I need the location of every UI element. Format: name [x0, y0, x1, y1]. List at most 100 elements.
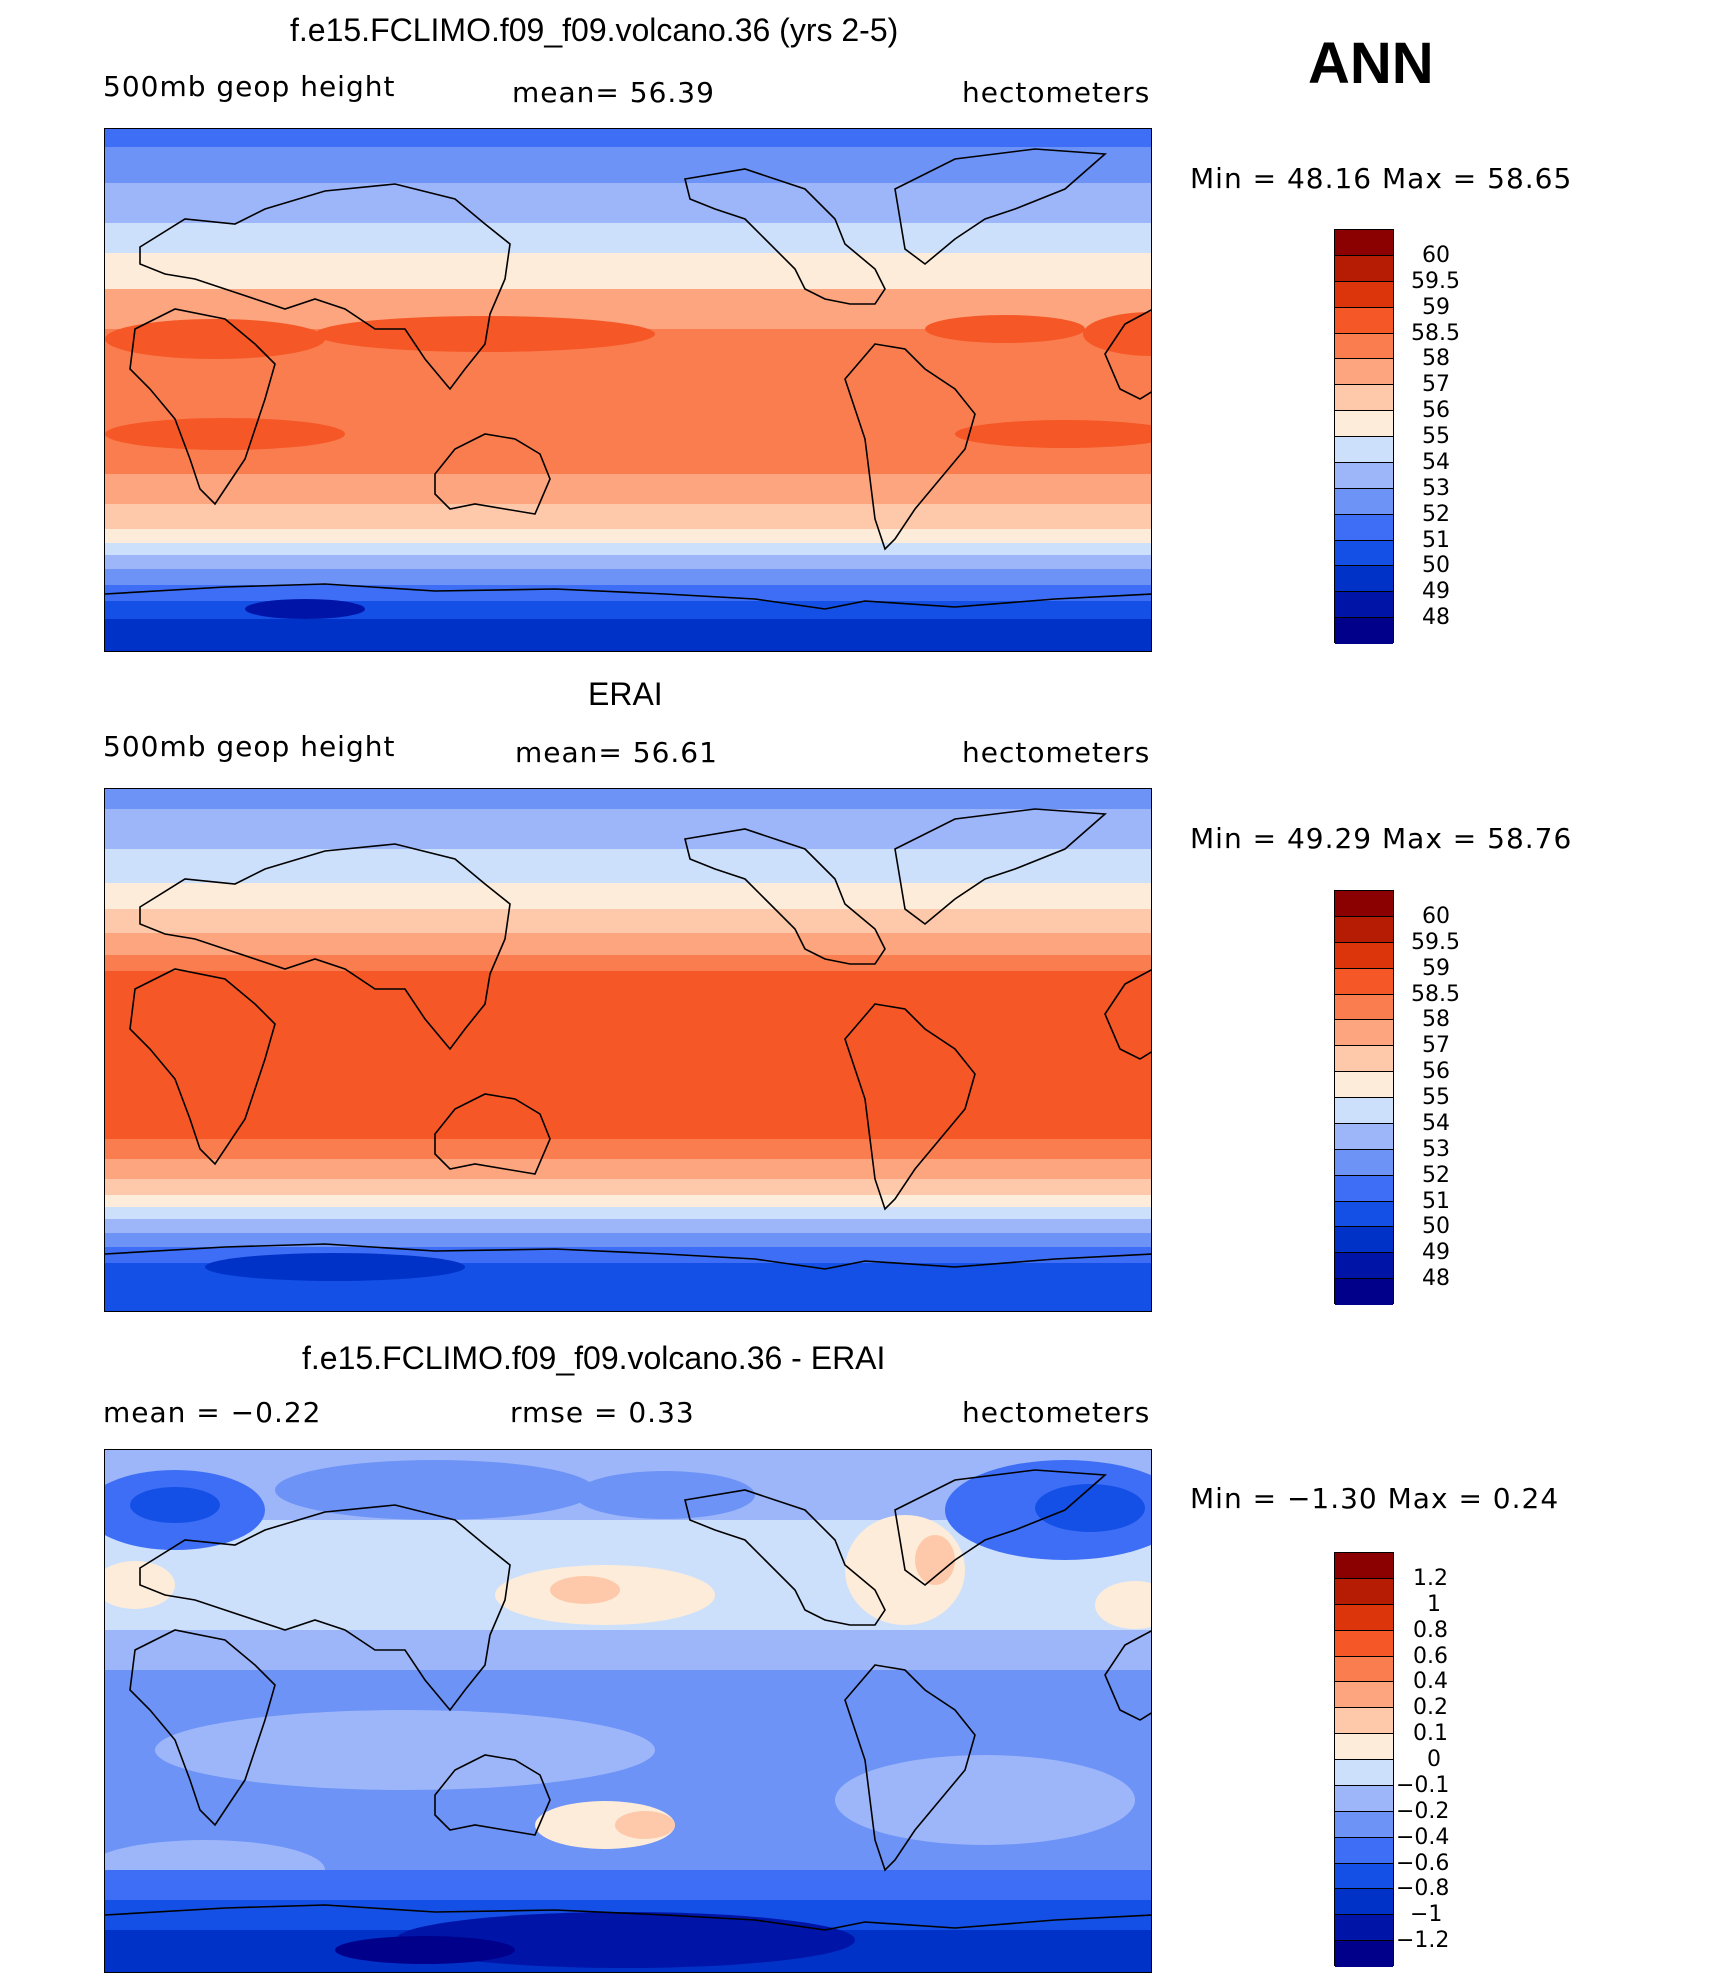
panel3-colorbar-label: 0.1	[1413, 1721, 1448, 1746]
panel2-colorbar-swatch	[1335, 1123, 1393, 1150]
panel1-colorbar-swatch	[1335, 385, 1393, 412]
panel1-variable-label: 500mb geop height	[103, 70, 396, 103]
panel2-colorbar-swatch	[1335, 968, 1393, 995]
panel1-colorbar-label: 51	[1422, 528, 1450, 553]
panel3-colorbar-swatch	[1335, 1941, 1393, 1967]
panel3-colorbar-swatch	[1335, 1630, 1393, 1657]
panel3-colorbar-label: −0.8	[1396, 1876, 1450, 1901]
panel2-title: ERAI	[588, 676, 663, 712]
panel3-colorbar-swatch	[1335, 1811, 1393, 1838]
panel2-colorbar-swatch	[1335, 1098, 1393, 1124]
panel1-colorbar-swatch	[1335, 618, 1393, 644]
panel1-colorbar-label: 57	[1422, 372, 1450, 397]
panel2-map	[104, 788, 1152, 1312]
panel1-colorbar-swatch	[1335, 333, 1393, 360]
panel1-colorbar-swatch	[1335, 230, 1393, 256]
panel2-colorbar-swatch	[1335, 1201, 1393, 1228]
panel2-colorbar-label: 54	[1422, 1111, 1450, 1136]
panel1-colorbar-label: 58.5	[1411, 321, 1460, 346]
panel1-colorbar-label: 60	[1422, 243, 1450, 268]
panel2-colorbar-label: 51	[1422, 1189, 1450, 1214]
panel1-title: f.e15.FCLIMO.f09_f09.volcano.36 (yrs 2-5…	[290, 12, 899, 48]
panel3-colorbar-swatch	[1335, 1682, 1393, 1709]
panel2-colorbar	[1334, 890, 1394, 1305]
panel3-colorbar-swatch	[1335, 1708, 1393, 1735]
panel2-colorbar-swatch	[1335, 1175, 1393, 1202]
panel3-colorbar-swatch	[1335, 1553, 1393, 1579]
panel3-colorbar-label: 0.6	[1413, 1644, 1448, 1669]
panel3-colorbar-swatch	[1335, 1656, 1393, 1683]
panel1-colorbar-label: 59.5	[1411, 269, 1460, 294]
panel3-colorbar	[1334, 1552, 1394, 1967]
panel1-colorbar-swatch	[1335, 255, 1393, 282]
panel2-colorbar-swatch	[1335, 1279, 1393, 1305]
panel2-colorbar-label: 52	[1422, 1163, 1450, 1188]
panel1-map	[104, 128, 1152, 652]
panel3-colorbar-label: −0.4	[1396, 1825, 1450, 1850]
panel2-colorbar-label: 60	[1422, 904, 1450, 929]
panel1-minmax-label: Min = 48.16 Max = 58.65	[1190, 162, 1573, 195]
panel1-units-label: hectometers	[962, 76, 1151, 109]
panel1-colorbar-swatch	[1335, 566, 1393, 593]
panel2-colorbar-label: 48	[1422, 1266, 1450, 1291]
panel2-colorbar-swatch	[1335, 1072, 1393, 1098]
panel1-colorbar-label: 55	[1422, 424, 1450, 449]
panel2-units-label: hectometers	[962, 736, 1151, 769]
panel3-colorbar-label: 1	[1427, 1592, 1441, 1617]
panel3-colorbar-label: 1.2	[1413, 1566, 1448, 1591]
panel3-colorbar-label: 0	[1427, 1747, 1441, 1772]
panel3-colorbar-label: 0.2	[1413, 1695, 1448, 1720]
panel3-colorbar-swatch	[1335, 1578, 1393, 1605]
panel2-variable-label: 500mb geop height	[103, 730, 396, 763]
panel1-colorbar-label: 59	[1422, 295, 1450, 320]
panel1-colorbar-label: 52	[1422, 502, 1450, 527]
panel2-colorbar-swatch	[1335, 1149, 1393, 1176]
panel2-minmax-label: Min = 49.29 Max = 58.76	[1190, 822, 1573, 855]
panel1-colorbar-label: 50	[1422, 553, 1450, 578]
panel2-colorbar-label: 59	[1422, 956, 1450, 981]
panel1-colorbar-swatch	[1335, 281, 1393, 308]
panel3-map	[104, 1449, 1152, 1973]
panel1-colorbar-swatch	[1335, 359, 1393, 386]
panel2-colorbar-label: 49	[1422, 1240, 1450, 1265]
panel3-colorbar-swatch	[1335, 1889, 1393, 1916]
panel2-colorbar-label: 58	[1422, 1007, 1450, 1032]
panel3-colorbar-label: 0.4	[1413, 1669, 1448, 1694]
panel3-colorbar-swatch	[1335, 1785, 1393, 1812]
panel1-colorbar-swatch	[1335, 437, 1393, 463]
panel2-map-svg	[105, 789, 1151, 1311]
panel2-colorbar-swatch	[1335, 1227, 1393, 1254]
panel1-colorbar-swatch	[1335, 488, 1393, 515]
panel1-colorbar-swatch	[1335, 411, 1393, 437]
panel3-map-svg	[105, 1450, 1151, 1972]
panel3-title: f.e15.FCLIMO.f09_f09.volcano.36 - ERAI	[302, 1340, 886, 1376]
panel1-colorbar-label: 48	[1422, 605, 1450, 630]
panel3-minmax-label: Min = −1.30 Max = 0.24	[1190, 1482, 1560, 1515]
panel2-colorbar-swatch	[1335, 994, 1393, 1021]
panel1-colorbar-swatch	[1335, 514, 1393, 541]
panel2-colorbar-label: 57	[1422, 1033, 1450, 1058]
panel1-colorbar-label: 58	[1422, 346, 1450, 371]
panel3-colorbar-swatch	[1335, 1734, 1393, 1760]
panel1-colorbar-swatch	[1335, 462, 1393, 489]
panel2-colorbar-swatch	[1335, 1020, 1393, 1047]
panel1-colorbar-label: 56	[1422, 398, 1450, 423]
panel3-mean-label: mean = −0.22	[103, 1396, 322, 1429]
panel3-colorbar-swatch	[1335, 1760, 1393, 1786]
panel1-map-svg	[105, 129, 1151, 651]
panel2-colorbar-swatch	[1335, 1046, 1393, 1073]
panel3-units-label: hectometers	[962, 1396, 1151, 1429]
panel2-mean-label: mean= 56.61	[515, 736, 718, 769]
panel3-colorbar-swatch	[1335, 1837, 1393, 1864]
panel2-colorbar-label: 58.5	[1411, 982, 1460, 1007]
panel2-colorbar-swatch	[1335, 1253, 1393, 1280]
panel3-colorbar-label: −1.2	[1396, 1928, 1450, 1953]
panel1-colorbar	[1334, 229, 1394, 644]
panel2-colorbar-swatch	[1335, 891, 1393, 917]
panel2-colorbar-swatch	[1335, 942, 1393, 969]
panel2-colorbar-label: 59.5	[1411, 930, 1460, 955]
panel2-colorbar-label: 56	[1422, 1059, 1450, 1084]
panel1-colorbar-swatch	[1335, 592, 1393, 619]
panel1-colorbar-label: 53	[1422, 476, 1450, 501]
panel2-colorbar-swatch	[1335, 916, 1393, 943]
